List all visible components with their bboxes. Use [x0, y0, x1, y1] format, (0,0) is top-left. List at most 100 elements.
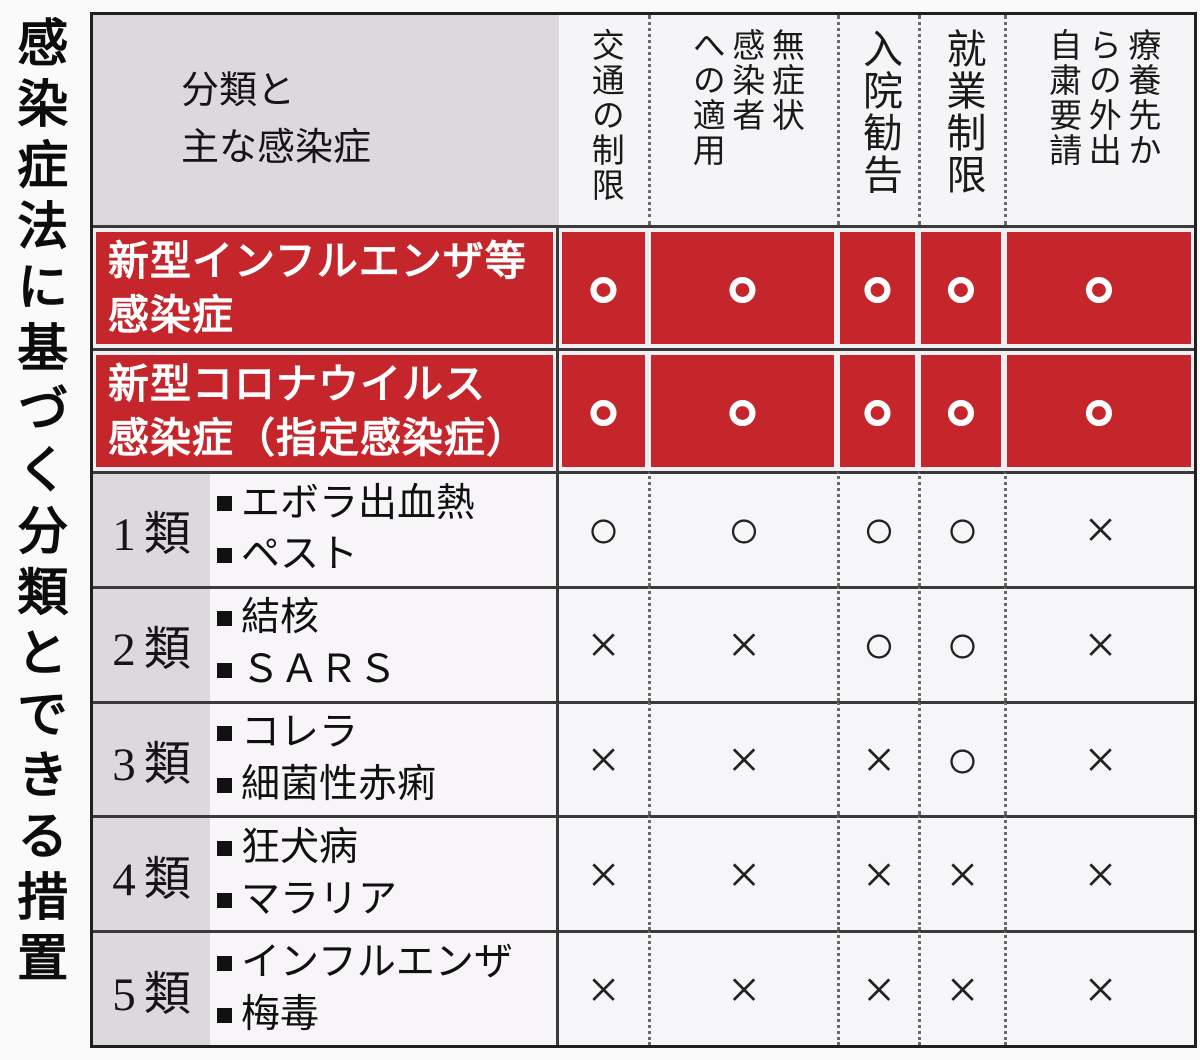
mark-cell-class5-asymptomatic: × [648, 930, 837, 1045]
row-label-class-4: 4類 狂犬病 マラリア [93, 815, 559, 931]
mark-cell-novel-influenza-hospitalization: ○ [837, 225, 918, 348]
mark-glyph: × [587, 958, 620, 1020]
square-bullet-icon [217, 548, 232, 564]
mark-cell-class4-traffic: × [559, 815, 648, 931]
class-number-label: 2類 [112, 624, 199, 677]
mark-glyph: × [863, 958, 895, 1020]
corner-header-label: 分類と 主な感染症 [181, 70, 372, 169]
mark-glyph: × [863, 728, 895, 790]
column-header-asymptomatic-application: 無症状 感染者 への適用 [648, 15, 837, 225]
row-label-novel-influenza-text: 新型インフルエンザ等 感染症 [108, 237, 527, 338]
mark-cell-class2-work: ○ [918, 585, 1004, 701]
disease-item: エボラ出血熱 [217, 481, 556, 526]
disease-item: コレラ [217, 711, 556, 755]
class-number-box: 1類 [93, 474, 210, 586]
red-highlight-block: ○ [651, 355, 834, 467]
mark-glyph: ○ [944, 260, 978, 316]
mark-cell-novel-coronavirus-hospitalization: ○ [837, 348, 918, 471]
red-highlight-block: ○ [840, 355, 915, 467]
mark-glyph: × [587, 843, 620, 905]
row-label-class-1: 1類 エボラ出血熱 ペスト [93, 471, 559, 586]
mark-glyph: × [1084, 499, 1117, 561]
class-number-box: 5類 [93, 933, 210, 1045]
disease-list: インフルエンザ 梅毒 [210, 933, 556, 1045]
mark-glyph: × [863, 843, 895, 905]
row-label-novel-coronavirus-text: 新型コロナウイルス 感染症（指定感染症） [108, 360, 528, 461]
mark-cell-class3-asymptomatic: × [648, 700, 837, 816]
disease-list: コレラ 細菌性赤痢 [210, 703, 556, 816]
mark-cell-class5-traffic: × [559, 930, 648, 1045]
measures-table: 分類と 主な感染症 交通の制限 無症状 感染者 への適用 入院勧告 就業制限 療… [90, 12, 1197, 1048]
row-label-class-2: 2類 結核 ＳＡＲＳ [93, 585, 559, 701]
mark-cell-class3-hospitalization: × [837, 700, 918, 816]
class-number-box: 3類 [93, 703, 210, 816]
mark-glyph: × [587, 728, 620, 790]
mark-cell-class2-hospitalization: ○ [837, 585, 918, 701]
mark-glyph: × [1084, 958, 1117, 1020]
mark-glyph: ○ [1082, 260, 1116, 316]
mark-glyph: ○ [860, 383, 894, 439]
mark-cell-novel-coronavirus-work: ○ [918, 348, 1004, 471]
mark-cell-novel-coronavirus-outing: ○ [1004, 348, 1194, 471]
disease-item: ペスト [217, 533, 556, 577]
square-bullet-icon [217, 840, 232, 856]
mark-cell-class4-outing: × [1004, 815, 1194, 931]
mark-cell-class2-asymptomatic: × [648, 585, 837, 701]
mark-glyph: × [728, 958, 760, 1020]
mark-cell-class2-traffic: × [559, 585, 648, 701]
class-number-box: 4類 [93, 818, 210, 931]
disease-name: エボラ出血熱 [241, 481, 476, 525]
mark-glyph: ○ [860, 260, 894, 316]
square-bullet-icon [217, 611, 232, 627]
column-header-work-restriction-label: 就業制限 [940, 28, 986, 196]
square-bullet-icon [217, 726, 232, 742]
class-number-label: 4類 [112, 853, 199, 906]
mark-cell-class5-work: × [918, 930, 1004, 1045]
disease-name: 結核 [241, 596, 320, 640]
disease-name: ペスト [241, 533, 359, 577]
red-highlight-block: ○ [840, 232, 915, 344]
red-highlight-block: ○ [651, 232, 834, 344]
disease-list: エボラ出血熱 ペスト [210, 474, 556, 586]
mark-glyph: × [946, 958, 979, 1020]
mark-glyph: × [728, 728, 760, 790]
column-header-hospitalization-recommendation-label: 入院勧告 [857, 28, 902, 196]
square-bullet-icon [217, 663, 232, 679]
mark-glyph: ○ [586, 383, 620, 439]
mark-cell-class3-work: ○ [918, 700, 1004, 816]
column-header-hospitalization-recommendation: 入院勧告 [837, 15, 918, 225]
mark-cell-class1-work: ○ [918, 471, 1004, 586]
disease-name: マラリア [241, 877, 398, 921]
mark-glyph: × [1084, 614, 1117, 676]
mark-glyph: ○ [586, 260, 620, 316]
disease-item: 狂犬病 [217, 826, 556, 870]
mark-cell-class1-outing: × [1004, 471, 1194, 586]
column-header-asymptomatic-application-label: 無症状 感染者 への適用 [687, 28, 803, 168]
disease-item: ＳＡＲＳ [217, 648, 556, 692]
mark-glyph: × [946, 843, 979, 905]
square-bullet-icon [217, 892, 232, 908]
class-number-label: 1類 [112, 509, 199, 562]
mark-cell-novel-coronavirus-traffic: ○ [559, 348, 648, 471]
mark-cell-class4-work: × [918, 815, 1004, 931]
mark-glyph: ○ [862, 499, 896, 561]
mark-cell-class3-traffic: × [559, 700, 648, 816]
mark-cell-novel-influenza-work: ○ [918, 225, 1004, 348]
red-highlight-block: ○ [562, 355, 645, 467]
red-highlight-block: ○ [1007, 355, 1191, 467]
mark-glyph: ○ [725, 260, 759, 316]
mark-cell-novel-coronavirus-asymptomatic: ○ [648, 348, 837, 471]
mark-glyph: × [587, 614, 620, 676]
disease-name: 細菌性赤痢 [241, 762, 437, 806]
column-header-outing-self-restraint-request: 療養先か らの外出 自粛要請 [1004, 15, 1194, 225]
square-bullet-icon [217, 955, 232, 971]
disease-item: インフルエンザ [217, 941, 556, 985]
disease-name: コレラ [241, 711, 359, 755]
class-number-box: 2類 [93, 588, 210, 701]
red-highlight-block: 新型インフルエンザ等 感染症 [96, 232, 553, 344]
mark-glyph: × [728, 843, 760, 905]
mark-glyph: ○ [586, 499, 621, 561]
square-bullet-icon [217, 1007, 232, 1023]
disease-list: 結核 ＳＡＲＳ [210, 588, 556, 701]
mark-glyph: × [1084, 728, 1117, 790]
